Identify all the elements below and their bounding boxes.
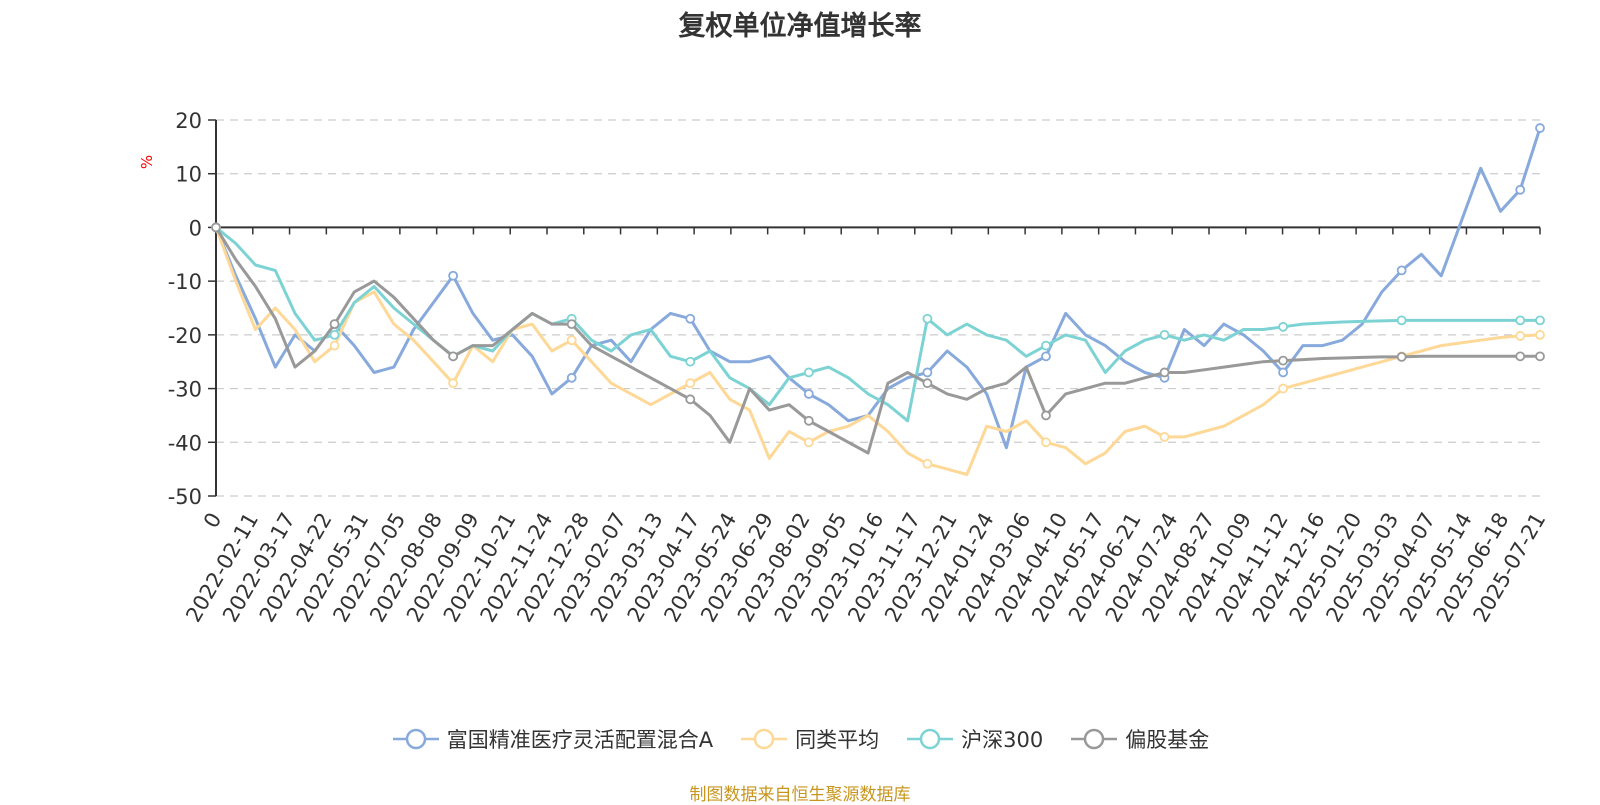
series-point [1041,437,1051,448]
series-point [1041,340,1051,351]
series-point [803,437,814,448]
legend-label: 富国精准医疗灵活配置混合A [446,728,714,752]
series-point [448,270,459,281]
series-point [211,222,221,233]
y-axis-unit-label: % [138,155,156,169]
series-point [1278,355,1289,366]
grid-lines [216,119,1540,497]
series-point [922,367,933,378]
series-point [566,319,577,330]
series-point [1535,123,1545,133]
series-point [1535,329,1545,340]
series-point [566,372,577,383]
series-point [1396,265,1407,276]
y-tick-label: -40 [168,431,202,455]
legend-item[interactable]: 富国精准医疗灵活配置混合A [391,724,713,754]
series-point [685,378,696,389]
series-point [922,313,933,324]
legend-label: 沪深300 [961,728,1044,752]
legend-item[interactable]: 沪深300 [905,724,1043,754]
series-point [329,319,340,330]
legend-circle-icon [907,728,954,750]
series-point [803,367,814,378]
y-tick-label: 10 [175,163,202,187]
y-tick-label: -10 [168,270,202,294]
legend-circle-icon [392,728,439,750]
legend-label: 同类平均 [795,728,880,752]
series-point [685,313,696,324]
series-point [922,378,933,389]
chart-title: 复权单位净值增长率 [678,11,922,42]
series-point [1278,321,1289,332]
series-lines [211,123,1545,476]
series-line [214,226,1540,455]
series-point [1159,432,1170,442]
series-line [214,127,1542,450]
series-point [1515,351,1526,362]
series-point [1159,329,1170,340]
series-point [1515,315,1526,326]
series-line [214,226,1541,476]
y-tick-label: 0 [189,216,202,240]
series-line [215,226,1540,423]
series-point [922,458,933,469]
series-point [803,415,814,426]
series-point [329,329,340,340]
series-point [1159,367,1170,378]
series-point [1278,383,1289,394]
legend: 富国精准医疗灵活配置混合A 同类平均 沪深300 偏股基金 [0,724,1600,754]
legend-circle-icon [1071,728,1118,750]
y-tick-label: -20 [168,324,202,348]
series-point [448,351,459,362]
source-note: 制图数据来自恒生聚源数据库 [689,785,911,805]
y-tick-label: 20 [175,109,202,133]
axes: 20100-10-20-30-40-5002022-02-112022-03-1… [168,109,1551,626]
legend-circle-icon [741,728,788,750]
series-point [1041,410,1051,421]
series-point [1535,351,1545,362]
series-point [566,335,577,346]
series-point [1396,351,1407,362]
series-point [329,340,340,351]
legend-item[interactable]: 偏股基金 [1069,724,1209,754]
series-point [448,378,459,389]
series-point [685,356,696,367]
series-point [803,389,814,399]
y-tick-label: -30 [168,378,202,402]
series-point [1041,351,1051,362]
series-point [1396,315,1407,326]
series-point [1278,367,1289,378]
series-point [1515,184,1526,195]
x-tick-label: 0 [199,509,226,533]
series-point [1515,331,1526,341]
series-point [685,394,696,405]
legend-item[interactable]: 同类平均 [739,724,879,754]
series-point [1535,315,1545,326]
y-tick-label: -50 [168,485,202,509]
legend-label: 偏股基金 [1125,728,1210,752]
